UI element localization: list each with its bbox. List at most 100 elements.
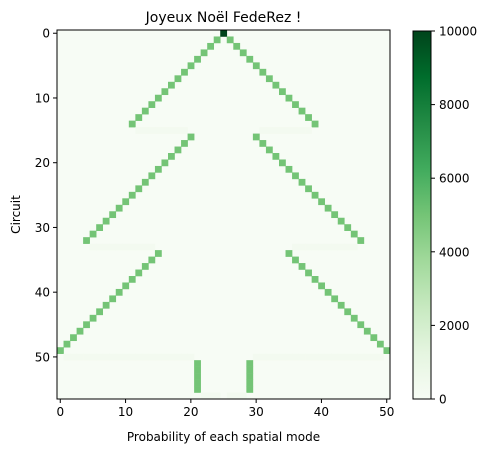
heatmap-cell [220, 30, 228, 37]
heatmap-cell [115, 288, 123, 296]
heatmap-cell [279, 159, 286, 167]
colorbar-tick-label: 10000 [439, 25, 477, 39]
heatmap-cell [187, 133, 195, 141]
heatmap-cell [141, 178, 149, 186]
heatmap-cell [318, 198, 326, 206]
y-axis: 0 10 20 30 40 50 [35, 27, 57, 364]
heatmap-cell [305, 243, 312, 251]
heatmap-cell [298, 107, 306, 115]
plot-background [57, 30, 390, 399]
heatmap-cell [311, 353, 319, 361]
heatmap-cell [292, 353, 299, 361]
heatmap-cell [292, 172, 299, 180]
heatmap-cell [83, 237, 90, 244]
heatmap-cell [109, 353, 117, 361]
heatmap-cell [324, 288, 332, 296]
heatmap-cell [128, 353, 136, 361]
heatmap-cell [285, 353, 293, 361]
colorbar-ticks: 0 2000 4000 6000 8000 10000 [431, 25, 477, 407]
heatmap-cell [285, 165, 293, 173]
heatmap-cell [109, 243, 117, 251]
heatmap-cell [285, 94, 293, 102]
heatmap-cell [154, 353, 162, 361]
heatmap-cell [357, 237, 365, 244]
plot-frame [56, 29, 391, 400]
heatmap-cell [161, 159, 169, 167]
heatmap-cell [311, 191, 319, 199]
heatmap-cell [376, 353, 384, 361]
heatmap-cell [285, 127, 293, 134]
heatmap-cell [181, 353, 188, 361]
heatmap-cell [318, 353, 326, 361]
heatmap-cell [246, 386, 254, 393]
heatmap-cell [252, 353, 260, 361]
heatmap-cell [128, 120, 136, 128]
heatmap-cell [200, 49, 208, 57]
chart-title: Joyeux Noël FedeRez ! [145, 10, 302, 26]
colorbar-tick-label: 2000 [439, 319, 470, 333]
heatmap-cell [194, 379, 201, 387]
heatmap-cell [311, 120, 319, 128]
heatmap-cell [272, 353, 280, 361]
heatmap-cell [141, 127, 149, 134]
heatmap-cell [331, 243, 339, 251]
heatmap-cell [154, 127, 162, 134]
heatmap-cell [259, 353, 267, 361]
heatmap-cell [89, 314, 97, 322]
heatmap-cell [298, 263, 306, 270]
heatmap-cell [357, 321, 365, 329]
heatmap-cell [279, 127, 286, 134]
heatmap-cell [96, 353, 104, 361]
heatmap-cell [305, 114, 312, 121]
heatmap-cell [337, 217, 345, 225]
heatmap-cell [318, 243, 326, 251]
heatmap-cell [200, 392, 208, 400]
heatmap-cell [259, 140, 267, 147]
y-tick-label: 30 [35, 221, 50, 235]
heatmap-cell [135, 269, 143, 277]
heatmap-cell [83, 321, 90, 329]
x-tick-label: 0 [56, 405, 64, 419]
heatmap-cell [350, 314, 358, 322]
heatmap-cell [89, 353, 97, 361]
heatmap-cell [141, 107, 149, 115]
heatmap-cell [213, 36, 221, 44]
heatmap-cell [148, 256, 156, 264]
heatmap-cell [265, 146, 273, 154]
heatmap-cell [331, 295, 339, 303]
heatmap-cell [337, 301, 345, 309]
heatmap-cell [135, 353, 143, 361]
heatmap-cell [226, 36, 234, 44]
heatmap-cell [272, 81, 280, 89]
heatmap-cell [122, 353, 130, 361]
heatmap-cell [272, 127, 280, 134]
heatmap-cell [194, 55, 201, 63]
heatmap-cell [148, 127, 156, 134]
heatmap-cell [174, 146, 182, 154]
heatmap-cell [246, 379, 254, 387]
heatmap-cell [357, 353, 365, 361]
heatmap-cell [331, 211, 339, 219]
heatmap-cell [148, 353, 156, 361]
heatmap-cell [141, 263, 149, 270]
heatmap-cell [141, 243, 149, 251]
y-tick-label: 0 [42, 27, 50, 41]
y-tick-label: 10 [35, 91, 50, 105]
heatmap-cell [96, 243, 104, 251]
x-tick-label: 30 [249, 405, 264, 419]
heatmap-cell [174, 75, 182, 83]
heatmap-cell [148, 101, 156, 108]
colorbar [412, 30, 432, 400]
heatmap-cell [344, 243, 352, 251]
heatmap-cell [305, 127, 312, 134]
heatmap-cell [311, 276, 319, 283]
heatmap-cell [376, 340, 384, 348]
heatmap-cell [115, 243, 123, 251]
heatmap-cell [318, 282, 326, 290]
heatmap-cell [246, 366, 254, 374]
heatmap-cell [324, 243, 332, 251]
colorbar-tick-label: 4000 [439, 245, 470, 259]
heatmap-cell [305, 269, 312, 277]
heatmap-cell [89, 230, 97, 238]
heatmap-cell [292, 256, 299, 264]
